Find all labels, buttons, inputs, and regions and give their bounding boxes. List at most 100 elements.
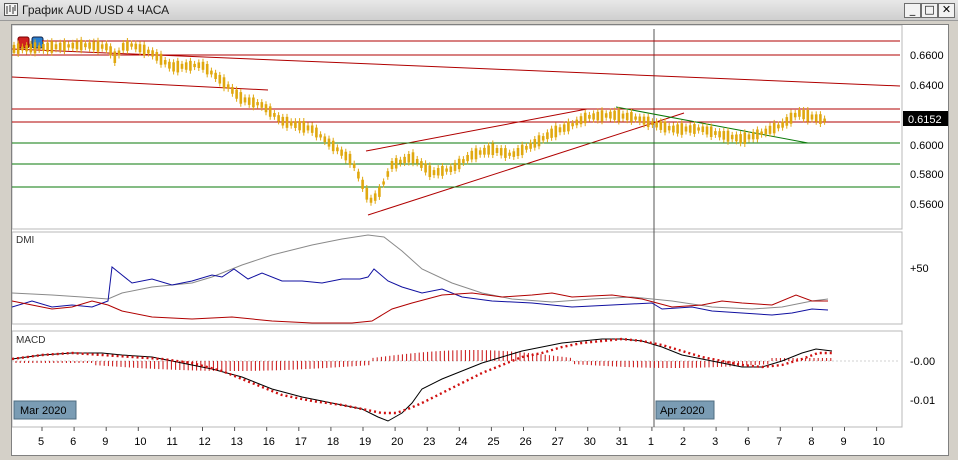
candle-body xyxy=(151,50,154,57)
candle-body xyxy=(201,61,205,70)
candle-body xyxy=(693,124,696,134)
current-price-label xyxy=(903,111,948,126)
candle-body xyxy=(403,156,406,164)
candle-body xyxy=(663,121,667,133)
macd-signal-line xyxy=(11,337,832,415)
candle-body xyxy=(697,127,700,131)
candle-body xyxy=(672,125,675,133)
candle-body xyxy=(281,116,285,126)
candle-body xyxy=(159,53,163,65)
blue-marker-button[interactable] xyxy=(31,36,44,49)
candle-body xyxy=(247,97,251,105)
candle-body xyxy=(226,84,230,89)
candle-body xyxy=(739,134,742,144)
candle-body xyxy=(16,43,20,54)
candle-body xyxy=(37,45,41,50)
month-label-box xyxy=(655,400,715,420)
candle-body xyxy=(117,50,121,56)
time-tick-label: 30 xyxy=(584,436,596,448)
candle-body xyxy=(277,115,280,122)
price-panel xyxy=(11,24,903,230)
candle-body xyxy=(495,148,499,153)
minimize-button[interactable]: _ xyxy=(904,3,921,18)
chart-window-icon xyxy=(4,3,18,16)
candle-body xyxy=(499,148,503,156)
candle-body xyxy=(596,111,600,121)
restore-button[interactable]: □ xyxy=(921,3,938,18)
time-tick-label: 13 xyxy=(231,436,243,448)
time-tick-label: 18 xyxy=(327,436,339,448)
time-tick-label: 12 xyxy=(199,436,211,448)
dmi-panel xyxy=(11,231,903,325)
candle-body xyxy=(235,89,238,99)
candle-body xyxy=(357,171,360,179)
time-tick-label: 27 xyxy=(552,436,564,448)
candle-body xyxy=(546,132,549,140)
candle-body xyxy=(470,150,474,160)
candle-body xyxy=(751,131,755,140)
candle-body xyxy=(369,197,373,203)
candle-body xyxy=(138,44,142,53)
candle-body xyxy=(730,134,734,140)
candle-body xyxy=(71,42,75,49)
time-tick-label: 9 xyxy=(841,436,847,448)
candle-body xyxy=(478,150,482,155)
candle-body xyxy=(814,114,818,122)
resistance-lines xyxy=(11,40,901,216)
candle-body xyxy=(84,43,87,48)
close-button[interactable]: ✕ xyxy=(938,3,955,18)
price-tick: 0.6600 xyxy=(910,50,944,62)
candle-body xyxy=(516,148,520,156)
time-tick-label: 3 xyxy=(712,436,718,448)
candle-body xyxy=(533,139,537,148)
price-candles xyxy=(12,36,826,206)
time-tick-label: 20 xyxy=(391,436,403,448)
candle-body xyxy=(579,116,583,125)
candle-body xyxy=(323,136,327,143)
candle-body xyxy=(441,166,444,176)
time-tick-label: 26 xyxy=(520,436,532,448)
time-tick-label: 10 xyxy=(873,436,885,448)
time-tick-label: 8 xyxy=(808,436,814,448)
candle-body xyxy=(575,119,579,126)
candle-body xyxy=(747,134,751,140)
window-title: График AUD /USD 4 ЧАСА xyxy=(22,3,170,17)
candle-body xyxy=(205,63,209,75)
candle-body xyxy=(819,114,822,124)
candle-body xyxy=(424,163,427,173)
candle-body xyxy=(394,158,398,169)
chart-window[interactable]: 0.6600 0.6400 0.6000 0.5800 0.5600 0.615… xyxy=(11,24,949,456)
candle-body xyxy=(785,117,789,126)
candle-body xyxy=(214,72,217,79)
candle-body xyxy=(613,110,616,120)
candle-body xyxy=(609,111,612,119)
candle-body xyxy=(802,110,805,120)
dmi-tick: +50 xyxy=(910,263,929,275)
candle-body xyxy=(298,121,301,131)
time-tick-label: 11 xyxy=(166,436,177,448)
candle-body xyxy=(487,145,490,155)
candle-body xyxy=(172,62,175,72)
candle-body xyxy=(399,159,402,164)
candle-body xyxy=(302,121,306,133)
candle-body xyxy=(327,138,331,147)
candle-body xyxy=(109,46,112,56)
candle-body xyxy=(625,112,629,121)
candle-body xyxy=(789,112,793,124)
candle-body xyxy=(142,44,146,56)
candle-body xyxy=(88,42,91,49)
candle-body xyxy=(390,161,394,169)
candle-body xyxy=(54,44,58,50)
candle-body xyxy=(583,112,587,124)
candle-body xyxy=(718,131,721,138)
candle-body xyxy=(33,42,37,54)
candle-body xyxy=(445,168,448,172)
time-tick-label: 1 xyxy=(648,436,654,448)
chart-canvas[interactable]: 0.6600 0.6400 0.6000 0.5800 0.5600 0.615… xyxy=(11,24,948,455)
candle-body xyxy=(319,134,322,138)
candle-body xyxy=(600,110,604,122)
candle-body xyxy=(525,145,528,150)
candle-body xyxy=(92,41,96,51)
candle-body xyxy=(79,39,83,51)
candle-body xyxy=(642,116,646,125)
